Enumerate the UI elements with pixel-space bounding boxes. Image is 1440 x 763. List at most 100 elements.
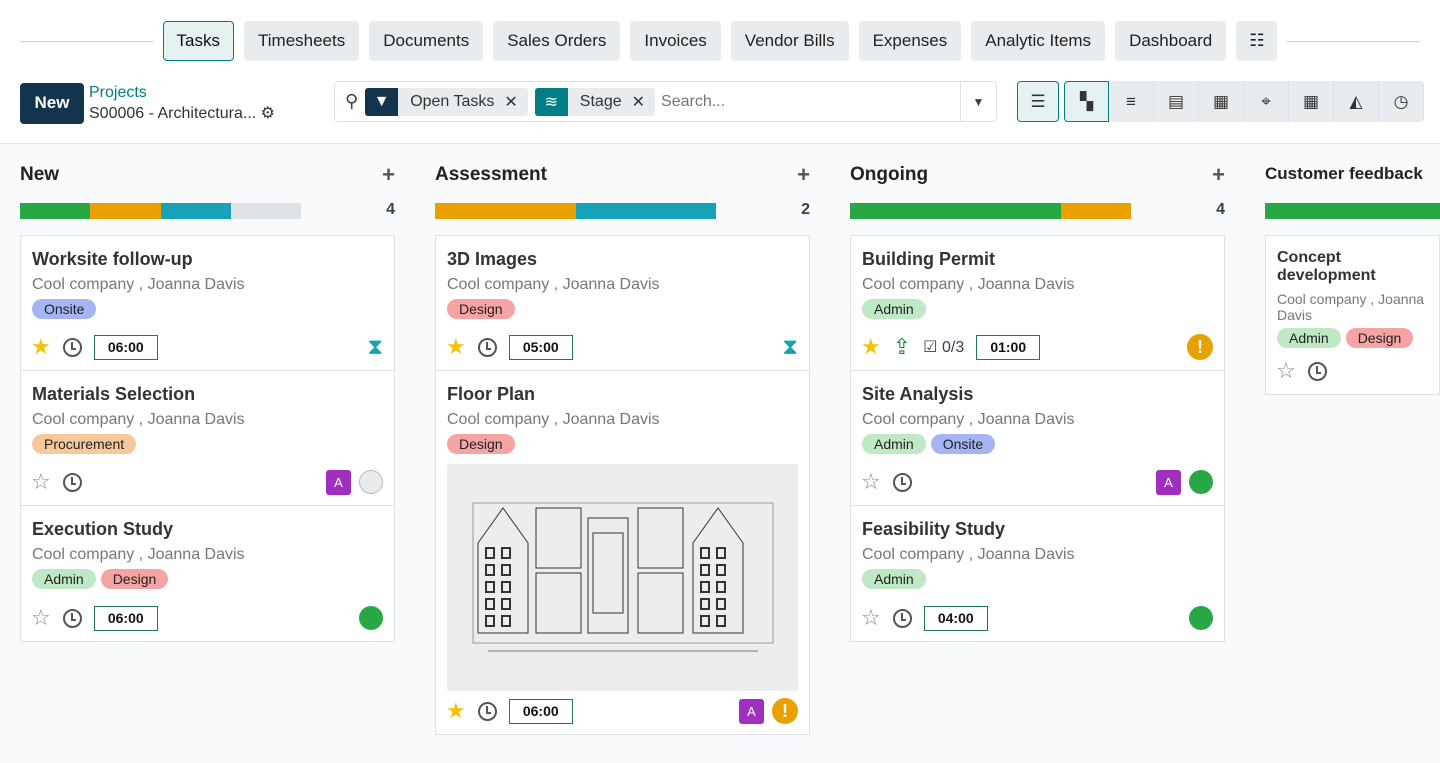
hourglass-icon[interactable]: ⧗ (782, 334, 798, 359)
progress-segment-teal[interactable] (575, 203, 716, 219)
map-view-button[interactable]: ⌖ (1244, 81, 1289, 122)
activity-view-button[interactable]: ◷ (1379, 81, 1424, 122)
progress-segment-orange[interactable] (435, 203, 576, 219)
add-task-icon[interactable]: + (382, 162, 395, 187)
column-title-text: Ongoing (850, 164, 929, 185)
tab-analytic-items[interactable]: Analytic Items (971, 21, 1106, 61)
priority-star-icon[interactable]: ☆ (31, 469, 51, 494)
task-title: Building Permit (862, 249, 996, 269)
gear-icon[interactable]: ⚙ (260, 105, 275, 122)
pivot-view-button[interactable]: ▦ (1289, 81, 1334, 122)
activity-clock-icon[interactable] (892, 608, 912, 628)
task-subtitle: Cool company , Joanna Davis (447, 411, 660, 428)
task-card[interactable]: Concept development Cool company , Joanna… (1266, 236, 1439, 394)
tab-timesheets[interactable]: Timesheets (244, 21, 360, 61)
view-switcher: ☰ ▚ ≡ ▤ ▦ ⌖ ▦ ◭ ◷ (1017, 81, 1424, 122)
tag: Admin (862, 299, 926, 319)
warning-icon[interactable]: ! (772, 698, 798, 724)
card-footer: ★ 06:00 A! (446, 698, 798, 724)
search-input[interactable] (661, 92, 960, 111)
activity-clock-icon[interactable] (62, 337, 82, 357)
tab-invoices[interactable]: Invoices (630, 21, 721, 61)
progress-segment-orange[interactable] (90, 203, 161, 219)
task-card[interactable]: Site Analysis Cool company , Joanna Davis… (851, 371, 1224, 506)
priority-star-icon[interactable]: ☆ (861, 469, 881, 494)
gantt-view-button[interactable]: ▤ (1154, 81, 1199, 122)
priority-star-icon[interactable]: ☆ (1276, 358, 1296, 383)
add-task-icon[interactable]: + (1212, 162, 1225, 187)
remove-facet-icon[interactable]: ✕ (504, 93, 518, 111)
column-title: Ongoing + (850, 162, 1225, 187)
column-progress-bar[interactable] (850, 203, 1131, 219)
card-footer: ☆ 06:00 (31, 605, 383, 631)
progress-segment-green[interactable] (20, 203, 91, 219)
priority-star-icon[interactable]: ★ (446, 334, 466, 359)
breadcrumb-parent[interactable]: Projects (89, 84, 147, 101)
column-count: 2 (801, 201, 810, 218)
map-icon: ⌖ (1261, 91, 1271, 111)
search-icon[interactable]: ⚲ (345, 91, 359, 111)
column-progress-bar[interactable] (1265, 203, 1440, 219)
task-tags: Procurement (32, 434, 383, 454)
progress-segment-grey[interactable] (230, 203, 301, 219)
task-card[interactable]: Feasibility Study Cool company , Joanna D… (851, 506, 1224, 641)
filter-panel-toggle[interactable]: ☰ (1017, 81, 1059, 122)
column-title-text: New (20, 164, 60, 185)
tab-tasks[interactable]: Tasks (162, 21, 234, 61)
task-card[interactable]: Floor Plan Cool company , Joanna Davis Des… (436, 371, 809, 734)
priority-star-icon[interactable]: ☆ (861, 605, 881, 630)
kanban-view-button[interactable]: ▚ (1064, 81, 1109, 122)
column-count: 4 (386, 201, 395, 218)
priority-star-icon[interactable]: ☆ (31, 605, 51, 630)
tab-sales-orders[interactable]: Sales Orders (493, 21, 621, 61)
progress-segment-green[interactable] (1265, 203, 1440, 219)
column-progress-bar[interactable] (435, 203, 716, 219)
warning-icon[interactable]: ! (1187, 334, 1213, 360)
assignee-avatar[interactable]: A (1156, 469, 1181, 495)
activity-clock-icon[interactable] (477, 701, 497, 721)
settings-button[interactable]: ☷ (1236, 21, 1278, 61)
card-status: ⧗ (368, 334, 383, 360)
tab-dashboard[interactable]: Dashboard (1115, 21, 1227, 61)
list-view-button[interactable]: ≡ (1109, 81, 1154, 122)
calendar-view-button[interactable]: ▦ (1199, 81, 1244, 122)
assignee-avatar[interactable]: A (326, 469, 351, 495)
status-green-icon[interactable] (1189, 606, 1213, 630)
status-normal-icon[interactable] (359, 470, 383, 494)
tab-expenses[interactable]: Expenses (858, 21, 962, 61)
status-green-icon[interactable] (1189, 470, 1213, 494)
assignee-avatar[interactable]: A (739, 698, 764, 724)
task-card[interactable]: Execution Study Cool company , Joanna Dav… (21, 506, 394, 641)
task-card[interactable]: Building Permit Cool company , Joanna Dav… (851, 236, 1224, 371)
add-task-icon[interactable]: + (797, 162, 810, 187)
activity-clock-icon[interactable] (62, 608, 82, 628)
progress-segment-orange[interactable] (1060, 203, 1131, 219)
remove-facet-icon[interactable]: ✕ (631, 93, 646, 111)
tab-documents[interactable]: Documents (369, 21, 484, 61)
progress-segment-green[interactable] (850, 203, 1061, 219)
hourglass-icon[interactable]: ⧗ (367, 334, 383, 359)
activity-clock-icon[interactable] (477, 337, 497, 357)
new-button[interactable]: New (20, 82, 84, 124)
priority-star-icon[interactable]: ★ (861, 334, 881, 359)
activity-clock-icon[interactable] (1307, 361, 1327, 381)
status-green-icon[interactable] (359, 606, 383, 630)
task-card[interactable]: 3D Images Cool company , Joanna Davis Desi… (436, 236, 809, 371)
allocated-time: 01:00 (976, 334, 1041, 360)
search-facet: ≋ Stage ✕ (534, 87, 656, 116)
task-card[interactable]: Materials Selection Cool company , Joanna… (21, 371, 394, 506)
task-tags: Admin (862, 299, 1213, 319)
search-facet: ▼ Open Tasks ✕ (365, 87, 528, 116)
priority-star-icon[interactable]: ★ (446, 698, 466, 723)
column-progress-bar[interactable] (20, 203, 301, 219)
graph-view-button[interactable]: ◭ (1334, 81, 1379, 122)
tab-vendor-bills[interactable]: Vendor Bills (730, 21, 849, 61)
activity-clock-icon[interactable] (62, 472, 82, 492)
task-card[interactable]: Worksite follow-up Cool company , Joanna … (21, 236, 394, 371)
activity-clock-icon[interactable] (892, 472, 912, 492)
priority-star-icon[interactable]: ★ (31, 334, 51, 359)
task-title: Floor Plan (447, 384, 536, 404)
progress-segment-teal[interactable] (160, 203, 231, 219)
search-options-toggle[interactable]: ▼ (960, 82, 996, 121)
card-status (359, 606, 383, 630)
